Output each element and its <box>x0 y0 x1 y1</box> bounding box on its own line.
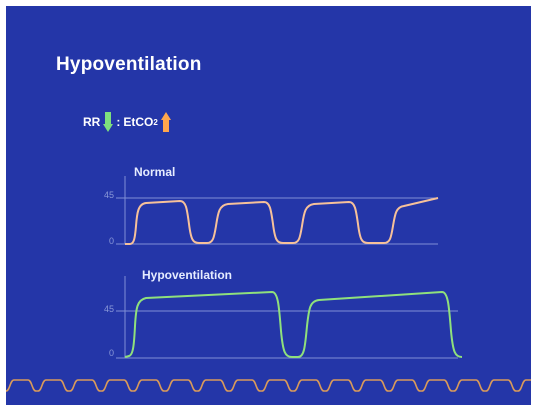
formula-rr: RR <box>83 115 101 129</box>
formula-etco: EtCO <box>123 115 154 129</box>
slide-title: Hypoventilation <box>56 54 202 75</box>
waveform-canvas <box>6 176 531 392</box>
chart-normal-tick-0: 0 <box>108 236 114 246</box>
bottom-decorative-wave <box>6 379 531 392</box>
chart-hypo-series-line <box>124 291 463 358</box>
chart-hypo-tick-0: 0 <box>108 348 114 358</box>
slide: Hypoventilation RR : EtCO 2 Normal 45 0 H… <box>6 6 531 405</box>
formula-etco-sub: 2 <box>153 117 158 127</box>
chart-normal-title: Normal <box>134 165 176 179</box>
chart-hypo-tick-45: 45 <box>103 304 114 314</box>
chart-normal-series-line <box>125 197 439 245</box>
chart-normal-tick-45: 45 <box>103 190 114 200</box>
down-arrow-icon <box>103 112 114 132</box>
up-arrow-icon <box>160 112 171 132</box>
formula: RR : EtCO 2 <box>83 112 174 132</box>
formula-separator: : <box>116 115 121 129</box>
chart-hypo-title: Hypoventilation <box>142 268 233 282</box>
